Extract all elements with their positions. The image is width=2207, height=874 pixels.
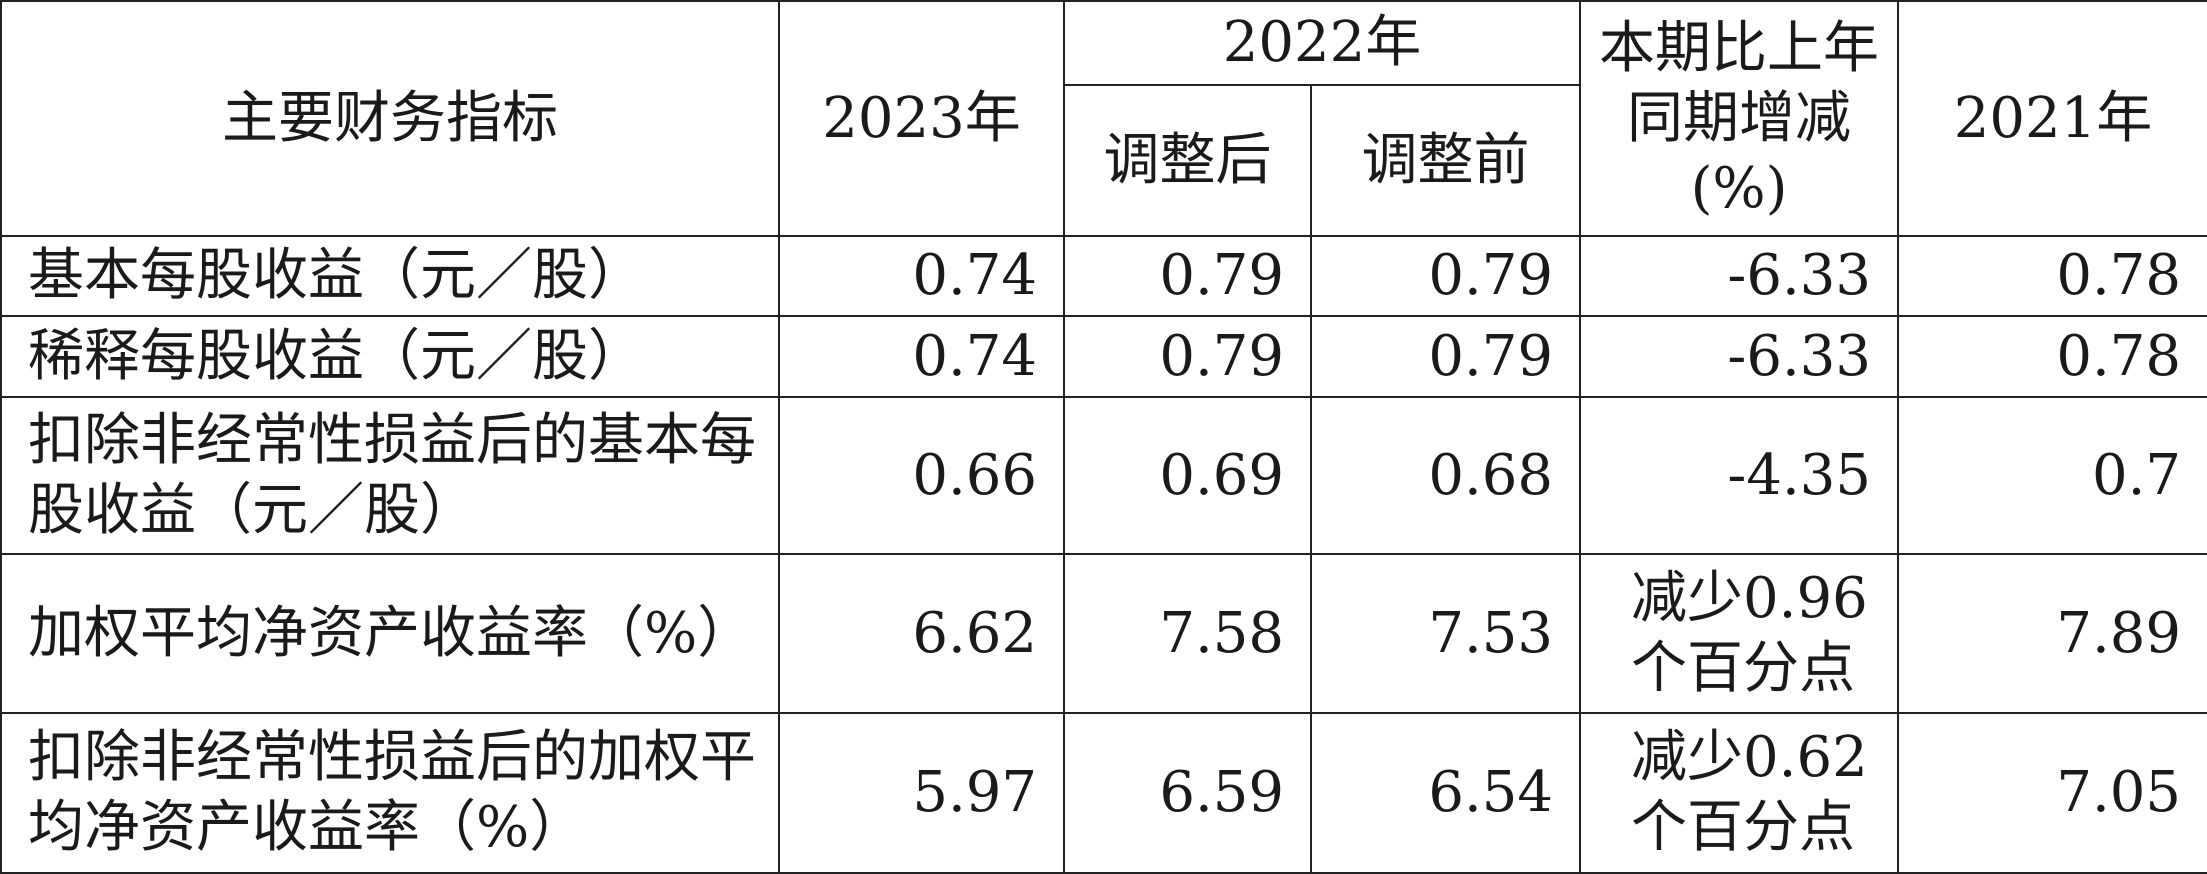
row-label: 扣除非经常性损益后的基本每股收益（元／股） bbox=[0, 396, 780, 555]
header-cell: 主要财务指标 bbox=[0, 0, 780, 237]
value-cell: 0.79 bbox=[1309, 235, 1582, 317]
value-cell: 0.78 bbox=[1897, 235, 2207, 317]
value-cell: 7.05 bbox=[1897, 712, 2207, 874]
table-header: 主要财务指标 2023年 2022年 本期比上年同期增减(%) 2021年 调整… bbox=[0, 0, 2207, 237]
value-cell: 7.53 bbox=[1309, 553, 1582, 714]
value-cell: 0.74 bbox=[778, 235, 1065, 317]
value-cell: 减少0.96个百分点 bbox=[1579, 553, 1900, 714]
value-cell: 0.68 bbox=[1309, 396, 1582, 555]
header-cell: 调整后 bbox=[1063, 84, 1312, 237]
value-cell: 6.54 bbox=[1309, 712, 1582, 874]
header-row: 主要财务指标 2023年 2022年 本期比上年同期增减(%) 2021年 bbox=[0, 0, 2207, 237]
value-cell: 0.69 bbox=[1063, 396, 1312, 555]
row-label: 扣除非经常性损益后的加权平均净资产收益率（%） bbox=[0, 712, 780, 874]
table-row: 扣除非经常性损益后的加权平均净资产收益率（%） 5.97 6.59 6.54 减少0.6… bbox=[0, 712, 2207, 874]
header-cell: 本期比上年同期增减(%) bbox=[1579, 0, 1900, 237]
header-cell: 2023年 bbox=[778, 0, 1065, 237]
value-cell: 0.66 bbox=[778, 396, 1065, 555]
value-cell: 6.62 bbox=[778, 553, 1065, 714]
header-cell: 2022年 bbox=[1062, 0, 1582, 86]
table-row: 稀释每股收益（元／股） 0.74 0.79 0.79 -6.33 0.78 bbox=[0, 315, 2207, 398]
value-cell: 减少0.62个百分点 bbox=[1579, 712, 1900, 874]
row-label: 稀释每股收益（元／股） bbox=[0, 315, 780, 398]
value-cell: 0.78 bbox=[1897, 315, 2207, 398]
table-row: 基本每股收益（元／股） 0.74 0.79 0.79 -6.33 0.78 bbox=[0, 235, 2207, 317]
value-cell: 0.79 bbox=[1063, 315, 1312, 398]
value-cell: 5.97 bbox=[778, 712, 1065, 874]
table-body: 基本每股收益（元／股） 0.74 0.79 0.79 -6.33 0.78 稀释每股收益（元… bbox=[0, 235, 2207, 874]
header-cell: 调整前 bbox=[1309, 84, 1582, 237]
value-cell: 6.59 bbox=[1063, 712, 1312, 874]
value-cell: 7.89 bbox=[1897, 553, 2207, 714]
value-cell: -6.33 bbox=[1579, 315, 1900, 398]
table-row: 扣除非经常性损益后的基本每股收益（元／股） 0.66 0.69 0.68 -4.35 0.… bbox=[0, 396, 2207, 555]
header-row: 调整后 调整前 bbox=[1, 84, 2207, 237]
value-cell: 0.79 bbox=[1063, 235, 1312, 317]
row-label: 加权平均净资产收益率（%） bbox=[0, 553, 780, 714]
value-cell: -4.35 bbox=[1579, 396, 1900, 555]
value-cell: 7.58 bbox=[1063, 553, 1312, 714]
value-cell: 0.79 bbox=[1309, 315, 1582, 398]
row-label: 基本每股收益（元／股） bbox=[0, 235, 780, 317]
value-cell: 0.74 bbox=[778, 315, 1065, 398]
value-cell: -6.33 bbox=[1579, 235, 1900, 317]
value-cell: 0.7 bbox=[1897, 396, 2207, 555]
table-row: 加权平均净资产收益率（%） 6.62 7.58 7.53 减少0.96个百分点 7.89 bbox=[0, 553, 2207, 714]
header-cell: 2021年 bbox=[1897, 0, 2207, 237]
